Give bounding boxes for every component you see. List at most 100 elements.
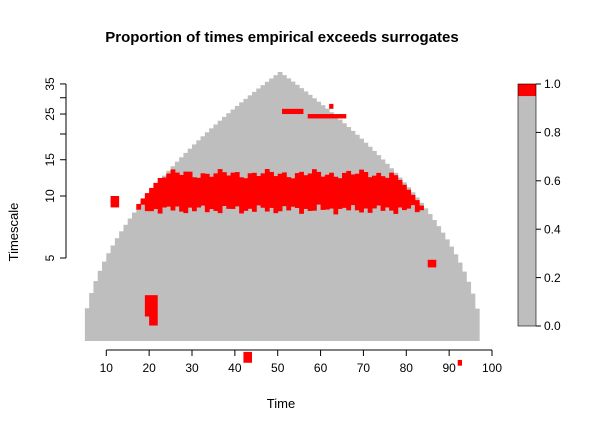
coi-column [384,163,390,341]
exceed-cell [217,169,223,214]
exceed-bottom-dot-1 [243,351,252,363]
coi-column [162,175,167,341]
exceed-cell [389,172,394,211]
exceed-regions [110,103,462,366]
coi-column [226,113,232,341]
coi-column [410,192,416,341]
coi-column [440,232,446,341]
coi-column [359,138,364,341]
coi-column [354,134,360,341]
coi-column [209,128,214,341]
chart-title: Proportion of times empirical exceeds su… [105,29,458,46]
coi-column [89,293,94,341]
x-axis: 10 20 30 40 50 60 70 80 90 100 [100,349,502,375]
colorbar: 0.0 0.2 0.4 0.6 0.8 1.0 [517,77,561,333]
coi-column [380,159,386,341]
coi-column [217,120,223,341]
coi-column [192,144,197,341]
coi-column [213,124,219,342]
coi-column [187,148,193,341]
exceed-lower-cluster-1 [144,295,158,317]
coi-column [470,293,476,341]
coi-column [144,195,150,341]
exceed-cell [222,172,227,207]
coi-column [453,254,459,341]
coi-column [269,78,274,341]
coi-column [174,161,180,341]
coi-column [329,112,334,341]
x-tick-label: 70 [357,361,371,375]
coi-column [149,190,154,341]
coi-column [389,168,394,341]
exceed-cell [179,174,184,212]
coi-column [423,208,429,341]
exceed-cell [273,176,279,214]
coi-column [204,132,210,341]
coi-column [466,281,472,341]
exceed-cell [282,172,287,207]
exceed-cell [162,177,167,208]
y-axis: 5 10 15 25 35 [43,77,67,261]
exceed-cell [230,172,236,209]
colorbar-band [518,84,536,97]
coi-column [200,136,206,341]
x-tick-label: 60 [314,361,328,375]
coi-column [114,238,120,341]
exceed-cell [192,177,197,212]
exceed-right-dot [427,259,437,268]
exceed-cell [247,173,253,209]
exceed-cell [329,172,334,209]
coi-column [397,177,403,341]
exceed-cell [384,177,390,208]
coi-column [140,201,146,341]
y-tick-label: 5 [43,254,57,261]
exceed-cell [239,177,244,214]
coi-column [239,102,244,341]
exceed-cell [320,176,326,210]
coi-column [119,231,124,341]
coi-column [312,98,317,342]
coi-column [414,197,420,341]
exceed-cell [350,174,356,206]
exceed-cell [342,172,347,208]
coi-column [234,105,240,342]
exceed-cell [166,173,172,207]
x-tick-label: 100 [482,361,502,375]
coi-column [123,224,129,341]
coi-column [337,119,343,341]
coi-column [303,91,309,341]
y-tick-label: 10 [43,189,57,203]
coi-column [372,150,377,341]
exceed-cell [149,187,154,212]
coi-column [393,172,399,341]
exceed-cell [294,173,300,208]
coi-column [222,116,227,341]
coi-column [290,81,296,341]
coi-column [282,75,287,341]
exceed-cell [157,178,163,214]
coi-column [363,142,369,341]
coi-column [132,212,137,341]
coi-column [179,157,184,341]
colorbar-tick-label: 0.4 [544,222,561,236]
exceed-cell [269,171,274,208]
exceed-cell [234,172,240,207]
coi-column [256,88,262,341]
coi-column [307,94,313,341]
exceed-cell [397,179,403,208]
exceed-cell [346,170,352,211]
y-axis-label: Timescale [6,203,21,262]
coi-column [432,219,437,341]
exceed-cell [312,169,317,211]
coi-column [444,239,450,341]
coi-column [419,202,424,341]
coi-column [97,270,103,341]
exceed-cell [204,173,210,213]
coi-column [260,85,266,341]
exceed-cell [153,182,159,210]
exceed-cell [363,172,369,209]
exceed-cell [213,173,219,211]
exceed-cell [290,178,296,207]
